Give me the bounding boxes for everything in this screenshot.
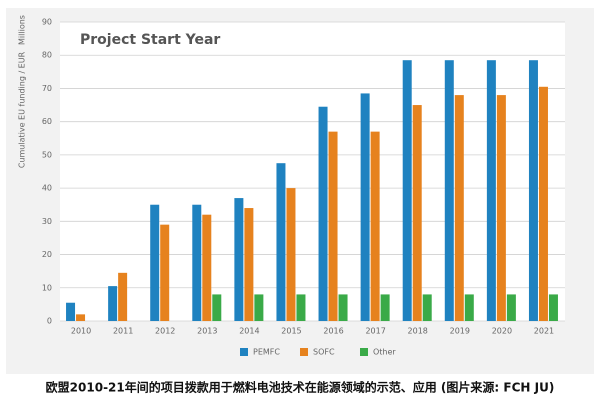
legend-label: SOFC — [313, 348, 335, 357]
y-axis-label: Cumulative EU funding / EUR — [18, 51, 27, 168]
x-tick-label: 2012 — [155, 327, 175, 336]
bar — [296, 294, 306, 321]
x-tick-label: 2010 — [71, 327, 91, 336]
bar — [412, 105, 422, 321]
bar — [338, 294, 348, 321]
bar — [548, 294, 558, 321]
legend-label: Other — [373, 348, 396, 357]
bar — [506, 294, 516, 321]
bar — [464, 294, 474, 321]
bar — [444, 60, 454, 321]
bar — [276, 163, 286, 321]
bar — [202, 214, 212, 321]
bar — [118, 272, 128, 321]
bar — [108, 286, 118, 321]
y-tick-label: 50 — [42, 150, 52, 159]
bar — [496, 95, 506, 321]
bar — [402, 60, 412, 321]
y-tick-label: 60 — [42, 117, 52, 126]
x-tick-label: 2016 — [323, 327, 343, 336]
bar — [66, 302, 76, 321]
bar — [234, 198, 244, 321]
bar — [380, 294, 390, 321]
x-tick-label: 2021 — [534, 327, 554, 336]
bar — [76, 314, 86, 321]
y-tick-label: 10 — [42, 283, 52, 292]
bar — [360, 93, 370, 321]
bar — [286, 188, 296, 321]
x-tick-label: 2014 — [239, 327, 259, 336]
caption: 欧盟2010-21年间的项目拨款用于燃料电池技术在能源领域的示范、应用 (图片来… — [46, 380, 555, 395]
bar — [454, 95, 464, 321]
bar — [318, 106, 328, 321]
bar — [486, 60, 496, 321]
y-tick-label: 0 — [47, 317, 52, 326]
legend-label: PEMFC — [253, 348, 280, 357]
bar — [528, 60, 538, 321]
y-tick-label: 20 — [42, 250, 52, 259]
bar — [254, 294, 264, 321]
bar — [328, 131, 338, 321]
bar — [160, 224, 170, 321]
y-tick-label: 80 — [42, 51, 52, 60]
x-tick-label: 2018 — [408, 327, 428, 336]
bar — [150, 204, 160, 321]
bar — [212, 294, 222, 321]
y-tick-label: 70 — [42, 84, 52, 93]
legend-swatch — [240, 348, 248, 356]
bar — [370, 131, 380, 321]
y-tick-label: 40 — [42, 184, 52, 193]
y-tick-label: 90 — [42, 18, 52, 27]
chart-title: Project Start Year — [80, 32, 220, 48]
x-tick-label: 2011 — [113, 327, 133, 336]
x-tick-label: 2015 — [281, 327, 301, 336]
x-tick-label: 2019 — [450, 327, 470, 336]
plot-area — [60, 22, 565, 321]
x-tick-label: 2020 — [492, 327, 512, 336]
legend-swatch — [300, 348, 308, 356]
bar — [244, 208, 254, 321]
bar — [538, 86, 548, 322]
bar — [422, 294, 432, 321]
x-tick-label: 2017 — [365, 327, 385, 336]
x-tick-label: 2013 — [197, 327, 217, 336]
y-unit: Millions — [18, 15, 27, 45]
legend-swatch — [360, 348, 368, 356]
y-tick-label: 30 — [42, 217, 52, 226]
bar — [192, 204, 202, 321]
